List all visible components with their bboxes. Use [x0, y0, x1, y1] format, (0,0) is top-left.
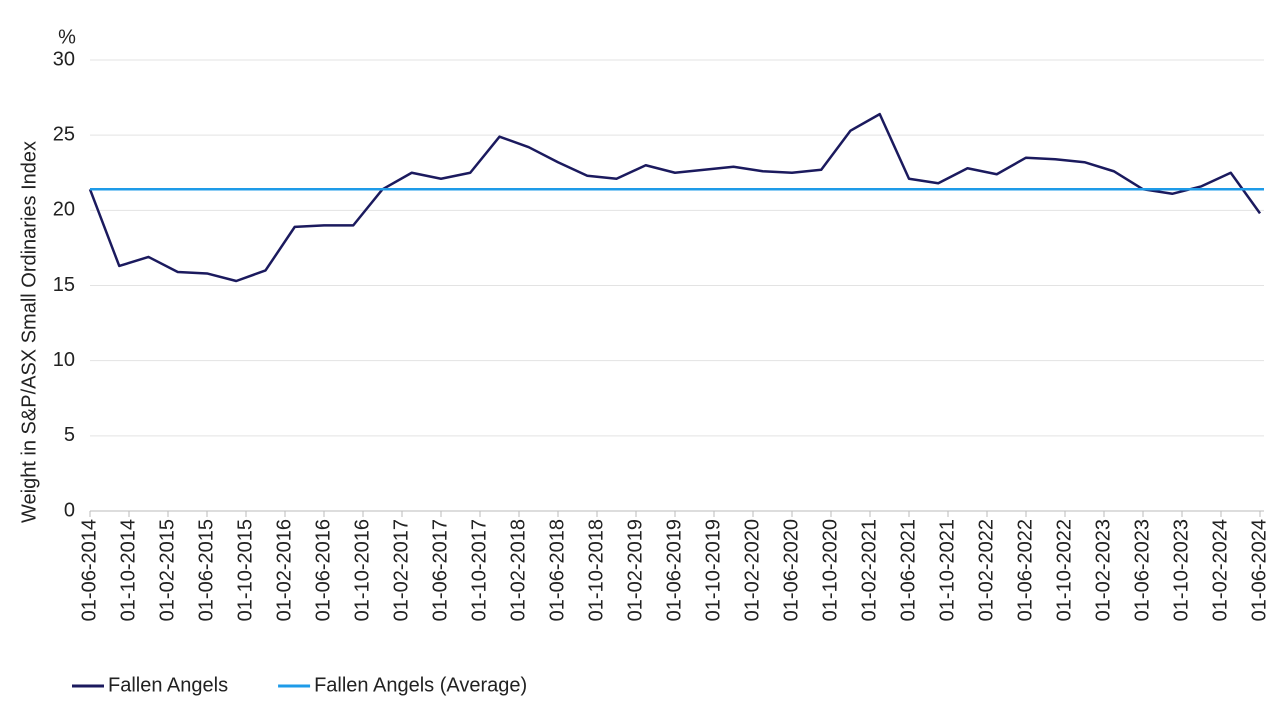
x-tick-label: 01-02-2021: [858, 519, 880, 621]
x-tick-label: 01-10-2014: [117, 519, 139, 621]
x-tick-label: 01-10-2020: [819, 519, 841, 621]
x-tick-label: 01-10-2022: [1053, 519, 1075, 621]
y-tick-label: 10: [53, 349, 75, 371]
x-tick-label: 01-06-2016: [312, 519, 334, 621]
x-tick-label: 01-02-2024: [1209, 519, 1231, 621]
x-tick-label: 01-06-2020: [780, 519, 802, 621]
legend-label: Fallen Angels (Average): [314, 674, 527, 696]
x-tick-label: 01-02-2022: [975, 519, 997, 621]
x-tick-label: 01-10-2019: [702, 519, 724, 621]
x-tick-label: 01-06-2022: [1014, 519, 1036, 621]
x-tick-label: 01-02-2017: [390, 519, 412, 621]
y-tick-label: 0: [64, 499, 75, 521]
x-tick-label: 01-02-2023: [1092, 519, 1114, 621]
y-tick-label: 15: [53, 274, 75, 296]
legend-label: Fallen Angels: [108, 674, 228, 696]
x-tick-label: 01-06-2014: [78, 519, 100, 621]
y-tick-label: 20: [53, 199, 75, 221]
x-tick-label: 01-10-2015: [234, 519, 256, 621]
data-line: [88, 112, 1262, 283]
x-tick-label: 01-10-2021: [936, 519, 958, 621]
y-unit: %: [58, 26, 76, 48]
x-tick-label: 01-06-2015: [195, 519, 217, 621]
x-tick-label: 01-10-2023: [1170, 519, 1192, 621]
x-tick-label: 01-02-2019: [624, 519, 646, 621]
x-tick-label: 01-06-2021: [897, 519, 919, 621]
y-tick-label: 25: [53, 123, 75, 145]
x-tick-label: 01-06-2017: [429, 519, 451, 621]
x-tick-label: 01-02-2015: [156, 519, 178, 621]
x-tick-label: 01-02-2018: [507, 519, 529, 621]
x-tick-label: 01-06-2018: [546, 519, 568, 621]
x-tick-label: 01-10-2018: [585, 519, 607, 621]
y-tick-label: 30: [53, 48, 75, 70]
x-tick-label: 01-06-2019: [663, 519, 685, 621]
x-tick-label: 01-02-2016: [273, 519, 295, 621]
x-tick-label: 01-02-2020: [741, 519, 763, 621]
x-tick-label: 01-06-2023: [1131, 519, 1153, 621]
x-tick-label: 01-10-2016: [351, 519, 373, 621]
x-tick-label: 01-06-2024: [1248, 519, 1270, 621]
y-axis-title: Weight in S&P/ASX Small Ordinaries Index: [18, 141, 40, 523]
x-tick-label: 01-10-2017: [468, 519, 490, 621]
y-tick-label: 5: [64, 424, 75, 446]
